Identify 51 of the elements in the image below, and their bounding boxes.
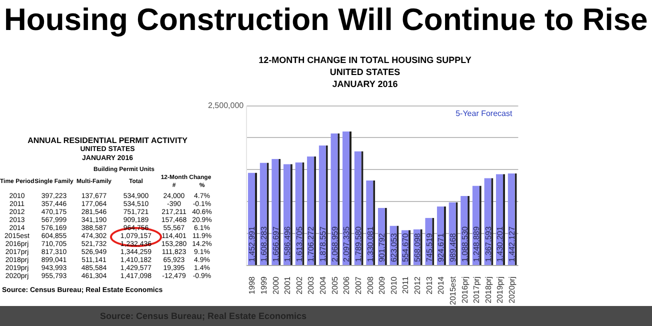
data-label: 989,468 [448,232,458,262]
data-label: 1,442,127 [508,226,517,262]
data-label: 1,248,889 [472,226,482,262]
y-tick-label: 2,500,000 [208,101,244,110]
x-tick-label: 2016prj [460,276,470,304]
x-tick-label: 2015est [448,276,458,305]
x-tick-label: 2007 [354,276,363,294]
chart-title: Housing Construction Will Continue to Rise [4,2,648,38]
data-label: 1,608,283 [260,226,269,262]
data-label: 745,519 [424,232,434,262]
x-tick-label: 2014 [436,276,446,294]
x-tick-label: 2000 [271,276,280,294]
data-label: 568,098 [413,232,422,262]
data-label: 1,452,991 [248,226,257,262]
x-tick-label: 2006 [342,276,352,294]
x-tick-label: 2003 [306,276,316,294]
x-tick-label: 1998 [248,276,257,294]
x-tick-label: 2018prj [484,276,493,304]
data-label: 1,330,081 [366,226,375,262]
data-label: 924,671 [436,232,446,262]
data-label: 1,706,272 [306,226,316,262]
data-label: 554,670 [401,232,410,262]
text: ANNUAL RESIDENTIAL PERMIT ACTIVITY [26,136,188,145]
data-label: 1,586,496 [283,226,292,262]
data-label: 623,053 [389,232,398,262]
x-tick-label: 1999 [260,276,269,294]
x-tick-label: 2002 [294,276,304,294]
x-tick-label: 2011 [401,276,410,294]
x-tick-label: 2017prj [472,276,482,304]
x-tick-label: 2020prj [508,276,517,304]
x-tick-label: 2001 [283,276,292,294]
data-label: 2,068,959 [330,226,340,262]
data-label: 1,430,201 [496,226,505,262]
x-tick-label: 2013 [424,276,434,294]
annotation: 5-Year Forecast [456,109,513,118]
data-label: 1,789,580 [354,226,363,262]
chart-subtitle: 12-MONTH CHANGE IN TOTAL HOUSING SUPPLY UNITED STATES JANUARY 2016 [258,54,472,90]
x-tick-label: 2004 [318,276,328,294]
x-tick-label: 2005 [330,276,340,294]
data-label: 2,097,335 [342,226,352,262]
x-tick-label: 2009 [378,276,387,294]
data-label: 1,367,593 [484,226,493,262]
x-tick-label: 2008 [366,276,375,294]
data-label: 1,666,697 [271,226,280,262]
x-tick-label: 2010 [389,276,398,294]
x-tick-label: 2019prj [496,276,505,304]
data-label: 1,613,705 [294,226,304,262]
data-label: 1,878,557 [318,226,328,262]
x-tick-label: 2012 [413,276,422,294]
data-label: 901,792 [378,232,387,262]
data-label: 1,088,530 [460,226,470,262]
